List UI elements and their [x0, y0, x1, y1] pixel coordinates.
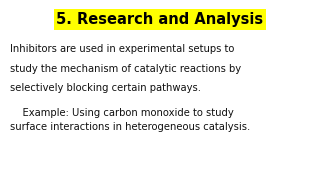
Text: study the mechanism of catalytic reactions by: study the mechanism of catalytic reactio…: [10, 64, 241, 73]
Text: surface interactions in heterogeneous catalysis.: surface interactions in heterogeneous ca…: [10, 122, 250, 132]
Text: Inhibitors are used in experimental setups to: Inhibitors are used in experimental setu…: [10, 44, 234, 54]
Text: selectively blocking certain pathways.: selectively blocking certain pathways.: [10, 83, 201, 93]
Text: 5. Research and Analysis: 5. Research and Analysis: [56, 12, 264, 27]
Text: Example: Using carbon monoxide to study: Example: Using carbon monoxide to study: [10, 109, 234, 118]
